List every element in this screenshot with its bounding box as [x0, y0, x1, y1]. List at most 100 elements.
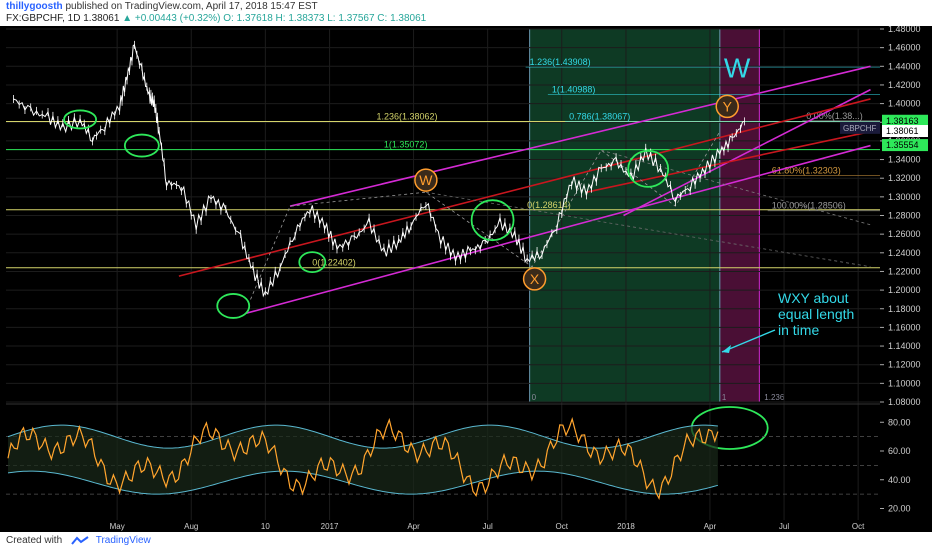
x-tick-label: Oct: [556, 522, 569, 531]
x-tick-label: May: [110, 522, 125, 531]
ohlc-values: O: 1.37618 H: 1.38373 L: 1.37567 C: 1.38…: [223, 13, 427, 24]
author-name[interactable]: thillygoosth: [6, 1, 63, 12]
highlight-ellipse: [123, 133, 160, 158]
big-w-label: W: [724, 52, 751, 83]
price-tag-top: [882, 114, 928, 127]
fib-label: 0.00%(1.38...): [806, 111, 863, 121]
highlight-ellipse: [470, 199, 515, 242]
symbol-line: FX:GBPCHF, 1D 1.38061 ▲ +0.00443 (+0.32%…: [6, 13, 426, 24]
price-tick-label: 1.26000: [888, 229, 921, 239]
symbol-tag: [840, 121, 880, 134]
x-tick-label: 10: [261, 522, 270, 531]
oscillator-tick-label: 80.00: [888, 417, 911, 427]
wave-label: W: [419, 172, 433, 188]
highlight-ellipse: [63, 109, 97, 130]
time-zone-label: 0: [532, 393, 537, 402]
time-zone-label: 1.236: [764, 393, 785, 402]
fib-label: 0.786(1.38067): [569, 112, 630, 122]
price-tick-label: 1.46000: [888, 43, 921, 53]
projection-line: [601, 149, 871, 226]
wave-label: Y: [723, 98, 733, 114]
annotation-text: equal length: [778, 306, 854, 322]
price-tick-label: 1.40000: [888, 99, 921, 109]
x-tick-label: Jul: [779, 522, 789, 531]
wave-zigzag: [250, 131, 721, 300]
level-label: 1.236(1.38062): [377, 112, 438, 122]
wave-label: X: [530, 271, 540, 287]
price-tick-label: 1.44000: [888, 61, 921, 71]
fib-label: 100.00%(1.28506): [772, 201, 846, 211]
level-label: 1(1.35072): [384, 140, 428, 150]
price-tick-label: 1.08000: [888, 397, 921, 407]
oscillator-band-fill: [8, 425, 718, 495]
price-tick-label: 1.24000: [888, 248, 921, 258]
x-tick-label: 2018: [617, 522, 635, 531]
oscillator-tick-label: 40.00: [888, 475, 911, 485]
trend-line: [245, 144, 871, 315]
level-label: 0(1.22402): [312, 258, 356, 268]
x-tick-label: Oct: [852, 522, 865, 531]
trend-line: [623, 88, 871, 217]
symbol-label: FX:GBPCHF, 1D: [6, 13, 81, 24]
oscillator-line: [7, 417, 719, 501]
price-tick-label: 1.20000: [888, 285, 921, 295]
price-axis-background: [880, 26, 932, 532]
x-tick-label: Apr: [407, 522, 420, 531]
chart-footer: Created with TradingView: [0, 532, 932, 550]
fib-label: 61.80%(1.32303): [772, 165, 841, 175]
price-chart[interactable]: 0 1 1.236 1.236(1.38062) 1(1.35072) 0(1.22402…: [0, 26, 932, 532]
price-tick-label: 1.14000: [888, 341, 921, 351]
annotation-text: in time: [778, 322, 819, 338]
price-tag-top-label: 1.38163: [886, 116, 919, 126]
annotation-text: WXY about: [778, 290, 849, 306]
tradingview-brand[interactable]: TradingView: [95, 535, 151, 546]
x-tick-label: Apr: [704, 522, 717, 531]
oscillator-tick-label: 60.00: [888, 446, 911, 456]
last-price: 1.38061: [83, 13, 120, 24]
price-tick-label: 1.30000: [888, 192, 921, 202]
price-tag-current-label: 1.38061: [886, 126, 919, 136]
price-tick-label: 1.48000: [888, 26, 921, 34]
price-line: [13, 43, 745, 298]
x-tick-label: Aug: [184, 522, 198, 531]
created-with-text: Created with TradingView: [6, 535, 151, 546]
price-tick-label: 1.12000: [888, 360, 921, 370]
time-zone-label: 1: [722, 393, 727, 402]
annotation-arrowhead: [722, 345, 731, 353]
price-tick-label: 1.18000: [888, 304, 921, 314]
price-tag-current: [882, 125, 928, 138]
price-tick-label: 1.42000: [888, 80, 921, 90]
publish-info: published on TradingView.com, April 17, …: [65, 1, 318, 12]
publisher-line: thillygoosth published on TradingView.co…: [6, 1, 318, 12]
symbol-tag-label: GBPCHF: [843, 124, 876, 133]
price-tick-label: 1.28000: [888, 211, 921, 221]
price-tick-label: 1.16000: [888, 322, 921, 332]
level-label: 0(1.28614): [527, 200, 571, 210]
oscillator-band-upper: [7, 424, 718, 449]
price-change: +0.00443 (+0.32%): [134, 13, 221, 24]
fib-label: 1.236(1.43908): [530, 57, 591, 67]
wave-circle: [414, 168, 438, 192]
price-tick-label: 1.34000: [888, 155, 921, 165]
up-arrow-icon: ▲: [122, 13, 133, 24]
oscillator-tick-label: 20.00: [888, 504, 911, 514]
oscillator-band-lower: [7, 470, 719, 495]
highlight-ellipse: [216, 293, 251, 319]
trend-line: [289, 65, 871, 207]
price-tag-green-label: 1.35554: [886, 140, 919, 150]
trend-line: [178, 98, 871, 277]
wave-circle: [522, 267, 547, 291]
price-tick-label: 1.22000: [888, 266, 921, 276]
price-tick-label: 1.10000: [888, 378, 921, 388]
created-with-label: Created with: [6, 535, 63, 546]
price-tag-green: [882, 139, 928, 152]
x-tick-label: Jul: [483, 522, 493, 531]
chart-header: thillygoosth published on TradingView.co…: [0, 0, 932, 26]
annotation-arrow: [721, 329, 776, 353]
fib-label: 1(1.40988): [552, 84, 596, 94]
tradingview-logo-icon: [71, 536, 89, 545]
price-tick-label: 1.32000: [888, 173, 921, 183]
highlight-ellipse: [298, 251, 327, 274]
highlight-ellipse: [627, 149, 670, 188]
x-tick-label: 2017: [321, 522, 339, 531]
